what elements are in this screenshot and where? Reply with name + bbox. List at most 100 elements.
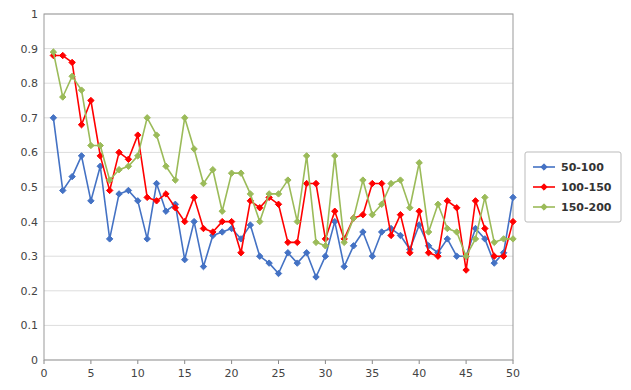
point (106, 187, 112, 193)
point (482, 194, 488, 200)
point (69, 173, 75, 179)
point (69, 59, 75, 65)
point (425, 229, 431, 235)
legend-label: 50-100 (561, 161, 604, 174)
tick-label: 0.1 (21, 319, 39, 332)
point (144, 194, 150, 200)
point (135, 153, 141, 159)
tick-label: 0.7 (21, 112, 39, 125)
legend-marker (541, 184, 547, 190)
point (500, 253, 506, 259)
point (454, 253, 460, 259)
point (463, 267, 469, 273)
tick-mark (184, 360, 185, 364)
legend: 50-100100-150150-200 (525, 152, 621, 222)
point (163, 208, 169, 214)
point (116, 191, 122, 197)
point (378, 229, 384, 235)
point (313, 239, 319, 245)
data-layer (50, 49, 516, 280)
tick-mark (419, 360, 420, 364)
point (388, 232, 394, 238)
point (294, 218, 300, 224)
point (182, 256, 188, 262)
point (332, 208, 338, 214)
point (313, 274, 319, 280)
point (228, 218, 234, 224)
point (88, 97, 94, 103)
series-line (53, 56, 513, 271)
point (444, 225, 450, 231)
tick-label: 40 (412, 367, 426, 380)
point (482, 225, 488, 231)
point (369, 180, 375, 186)
grid-line (44, 221, 513, 222)
point (472, 198, 478, 204)
point (88, 142, 94, 148)
legend-label: 100-150 (561, 181, 612, 194)
point (285, 177, 291, 183)
point (210, 229, 216, 235)
point (303, 153, 309, 159)
point (78, 87, 84, 93)
tick-label: 0 (31, 354, 38, 367)
point (135, 132, 141, 138)
tick-label: 0.6 (21, 146, 39, 159)
point (219, 218, 225, 224)
point (285, 239, 291, 245)
point (266, 260, 272, 266)
point (153, 180, 159, 186)
point (500, 236, 506, 242)
point (285, 250, 291, 256)
point (50, 115, 56, 121)
point (397, 232, 403, 238)
point (294, 239, 300, 245)
point (228, 170, 234, 176)
point (510, 236, 516, 242)
plot-frame (44, 14, 513, 360)
series (50, 52, 516, 273)
point (144, 236, 150, 242)
point (182, 218, 188, 224)
point (294, 260, 300, 266)
point (125, 187, 131, 193)
point (435, 253, 441, 259)
tick-mark (513, 360, 514, 364)
legend-marker (541, 164, 547, 170)
point (69, 73, 75, 79)
point (172, 177, 178, 183)
point (219, 208, 225, 214)
point (388, 180, 394, 186)
point (444, 236, 450, 242)
point (153, 132, 159, 138)
point (378, 201, 384, 207)
legend-box (525, 152, 621, 222)
point (257, 218, 263, 224)
point (341, 239, 347, 245)
point (78, 122, 84, 128)
tick-label: 0.4 (21, 216, 39, 229)
point (275, 201, 281, 207)
tick-mark (44, 360, 45, 364)
point (247, 222, 253, 228)
tick-label: 0.5 (21, 181, 39, 194)
point (332, 153, 338, 159)
tick-mark (231, 360, 232, 364)
point (247, 191, 253, 197)
point (397, 177, 403, 183)
point (369, 211, 375, 217)
point (360, 177, 366, 183)
tick-label: 0.9 (21, 43, 39, 56)
point (191, 146, 197, 152)
plot-area (44, 14, 513, 360)
point (350, 215, 356, 221)
point (407, 250, 413, 256)
point (275, 191, 281, 197)
point (341, 263, 347, 269)
tick-label: 35 (365, 367, 379, 380)
point (313, 180, 319, 186)
point (378, 180, 384, 186)
tick-label: 0 (41, 367, 48, 380)
tick-label: 45 (459, 367, 473, 380)
tick-label: 10 (131, 367, 145, 380)
